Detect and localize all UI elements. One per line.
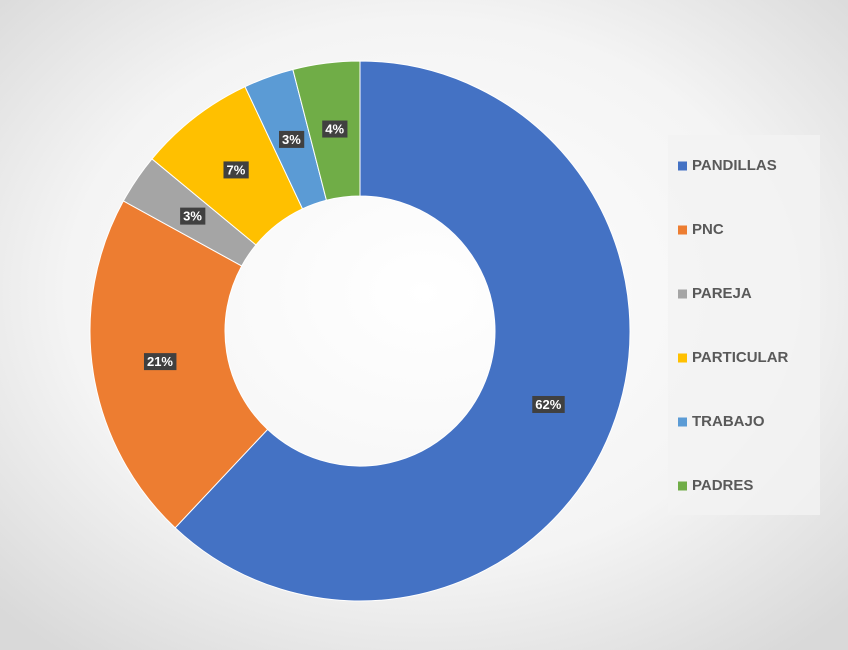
value-label: 62% xyxy=(535,397,561,412)
legend-swatch xyxy=(678,417,687,427)
value-label: 21% xyxy=(147,354,173,369)
legend-swatch xyxy=(678,225,687,235)
value-label: 4% xyxy=(325,122,344,137)
legend-swatch xyxy=(678,289,687,299)
legend-label: PARTICULAR xyxy=(692,349,789,366)
legend-label: PAREJA xyxy=(692,285,752,302)
legend-label: PADRES xyxy=(692,477,753,494)
value-label-box xyxy=(322,120,348,138)
legend-label: TRABAJO xyxy=(692,413,765,430)
value-label-box xyxy=(532,395,565,413)
value-label: 3% xyxy=(183,209,202,224)
legend-box xyxy=(668,135,820,515)
value-label-box xyxy=(279,130,305,148)
legend-label: PANDILLAS xyxy=(692,157,777,174)
legend-swatch xyxy=(678,353,687,363)
value-label: 7% xyxy=(226,162,245,177)
legend-swatch xyxy=(678,161,687,171)
value-label-box xyxy=(223,161,249,179)
legend-label: PNC xyxy=(692,221,724,238)
legend-swatch xyxy=(678,481,687,491)
donut-slice xyxy=(174,60,631,602)
donut-slice xyxy=(89,200,269,529)
value-label-box xyxy=(180,207,206,225)
value-label-box xyxy=(143,353,177,371)
value-label: 3% xyxy=(282,132,301,147)
